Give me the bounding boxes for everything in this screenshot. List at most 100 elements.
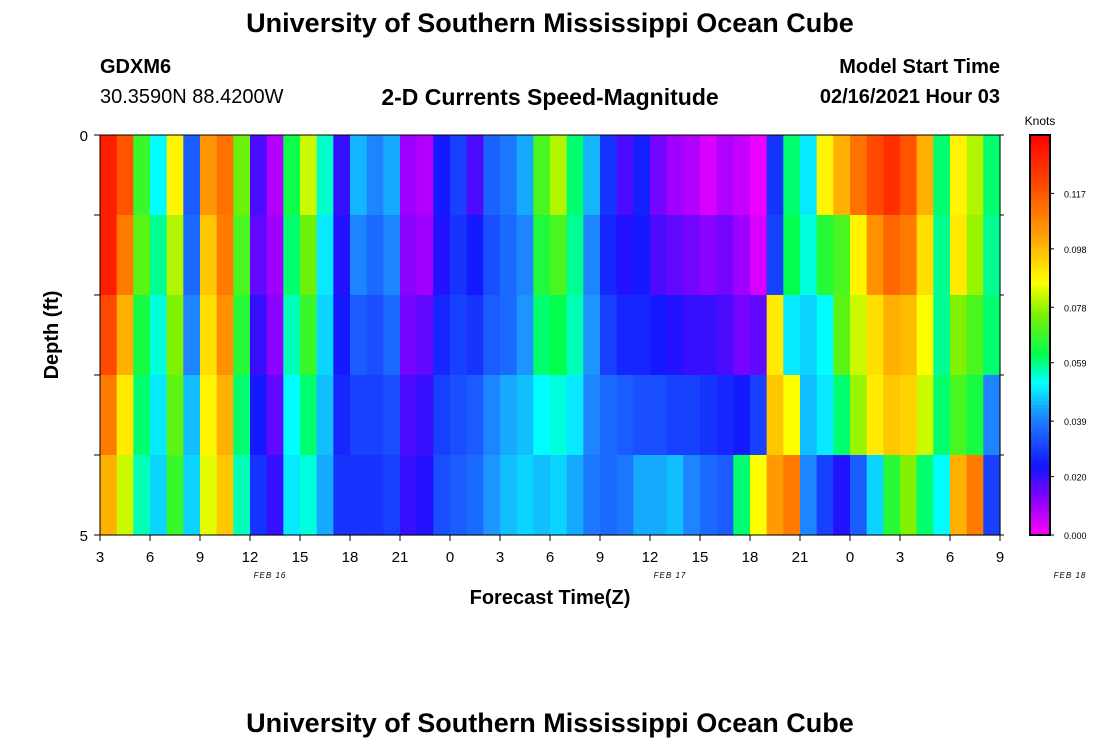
- y-axis-label: Depth (ft): [41, 291, 63, 380]
- heatmap-cell: [600, 375, 618, 456]
- heatmap-cell: [833, 295, 851, 376]
- heatmap-cell: [416, 135, 434, 216]
- heatmap-cell: [850, 135, 868, 216]
- heatmap-cell: [583, 455, 601, 536]
- heatmap-cell: [866, 215, 884, 296]
- heatmap-cell: [683, 135, 701, 216]
- heatmap-cell: [850, 295, 868, 376]
- x-tick-label: 21: [792, 549, 809, 566]
- heatmap-cell: [333, 295, 351, 376]
- colorbar-segment: [1030, 161, 1050, 166]
- heatmap-cell: [433, 135, 451, 216]
- heatmap-cell: [883, 375, 901, 456]
- heatmap-cell: [233, 215, 251, 296]
- heatmap-cell: [450, 455, 468, 536]
- heatmap-cell: [933, 135, 951, 216]
- colorbar-segment: [1030, 408, 1050, 413]
- heatmap-cell: [483, 295, 501, 376]
- heatmap-cell: [516, 295, 534, 376]
- heatmap-cell: [833, 215, 851, 296]
- colorbar-segment: [1030, 451, 1050, 456]
- heatmap-cell: [183, 215, 201, 296]
- heatmap-cell: [283, 135, 301, 216]
- heatmap-cell: [633, 135, 651, 216]
- colorbar-segment: [1030, 271, 1050, 276]
- heatmap-cell: [766, 455, 784, 536]
- heatmap-cell: [250, 455, 268, 536]
- heatmap-cell: [216, 375, 234, 456]
- heatmap-cell: [700, 375, 718, 456]
- heatmap-cell: [900, 135, 918, 216]
- x-tick-label: 3: [496, 549, 504, 566]
- heatmap-cell: [100, 455, 118, 536]
- heatmap-cell: [616, 295, 634, 376]
- heatmap-cell: [916, 215, 934, 296]
- heatmap-cell: [983, 135, 1001, 216]
- heatmap-cell: [100, 135, 118, 216]
- heatmap-cell: [466, 135, 484, 216]
- heatmap-cell: [366, 295, 384, 376]
- colorbar-segment: [1030, 185, 1050, 189]
- heatmap-cell: [766, 375, 784, 456]
- heatmap-cell: [816, 295, 834, 376]
- heatmap-cell: [600, 295, 618, 376]
- colorbar-segment: [1030, 275, 1050, 279]
- heatmap-cell: [366, 455, 384, 536]
- colorbar-segment: [1030, 441, 1050, 446]
- colorbar-segment: [1030, 175, 1050, 179]
- heatmap-cell: [400, 375, 418, 456]
- x-tick-label: 15: [292, 549, 309, 566]
- heatmap-cell: [433, 295, 451, 376]
- heatmap-cell: [300, 375, 318, 456]
- x-tick-label: 6: [546, 549, 554, 566]
- colorbar-segment: [1030, 418, 1050, 423]
- heatmap-cell: [566, 375, 584, 456]
- colorbar-segment: [1030, 488, 1050, 493]
- heatmap-cell: [833, 455, 851, 536]
- heatmap-cell: [933, 215, 951, 296]
- heatmap-cell: [516, 135, 534, 216]
- heatmap-cell: [500, 215, 518, 296]
- heatmap-cell: [716, 135, 734, 216]
- heatmap-cell: [216, 455, 234, 536]
- heatmap-cell: [650, 295, 668, 376]
- heatmap-cell: [783, 215, 801, 296]
- heatmap-cell: [800, 135, 818, 216]
- colorbar-segment: [1030, 171, 1050, 176]
- heatmap-cell: [833, 135, 851, 216]
- colorbar-segment: [1030, 375, 1050, 379]
- heatmap-cell: [616, 135, 634, 216]
- heatmap-cell: [350, 215, 368, 296]
- heatmap-cell: [683, 215, 701, 296]
- heatmap-cell: [766, 135, 784, 216]
- colorbar-segment: [1030, 148, 1050, 153]
- x-tick-label: 18: [342, 549, 359, 566]
- colorbar-segment: [1030, 248, 1050, 253]
- colorbar-segment: [1030, 398, 1050, 403]
- colorbar-segment: [1030, 291, 1050, 296]
- colorbar-segment: [1030, 411, 1050, 416]
- heatmap-cell: [816, 455, 834, 536]
- colorbar-segment: [1030, 501, 1050, 506]
- heatmap-cell: [600, 135, 618, 216]
- heatmap-cell: [183, 135, 201, 216]
- heatmap-cell: [200, 215, 218, 296]
- model-start-label: Model Start Time: [839, 56, 1000, 78]
- colorbar-segment: [1030, 431, 1050, 436]
- heatmap-cell: [666, 295, 684, 376]
- heatmap-cell: [650, 375, 668, 456]
- colorbar-segment: [1030, 168, 1050, 173]
- colorbar-segment: [1030, 181, 1050, 186]
- heatmap-cell: [983, 375, 1001, 456]
- heatmap-cell: [383, 135, 401, 216]
- heatmap-cell: [566, 215, 584, 296]
- y-tick-label: 5: [80, 528, 88, 545]
- colorbar-segment: [1030, 425, 1050, 429]
- colorbar-segment: [1030, 371, 1050, 376]
- heatmap-cell: [200, 375, 218, 456]
- heatmap-cell: [100, 375, 118, 456]
- heatmap-cell: [983, 215, 1001, 296]
- colorbar-segment: [1030, 178, 1050, 183]
- heatmap-cell: [433, 215, 451, 296]
- heatmap-cell: [116, 215, 134, 296]
